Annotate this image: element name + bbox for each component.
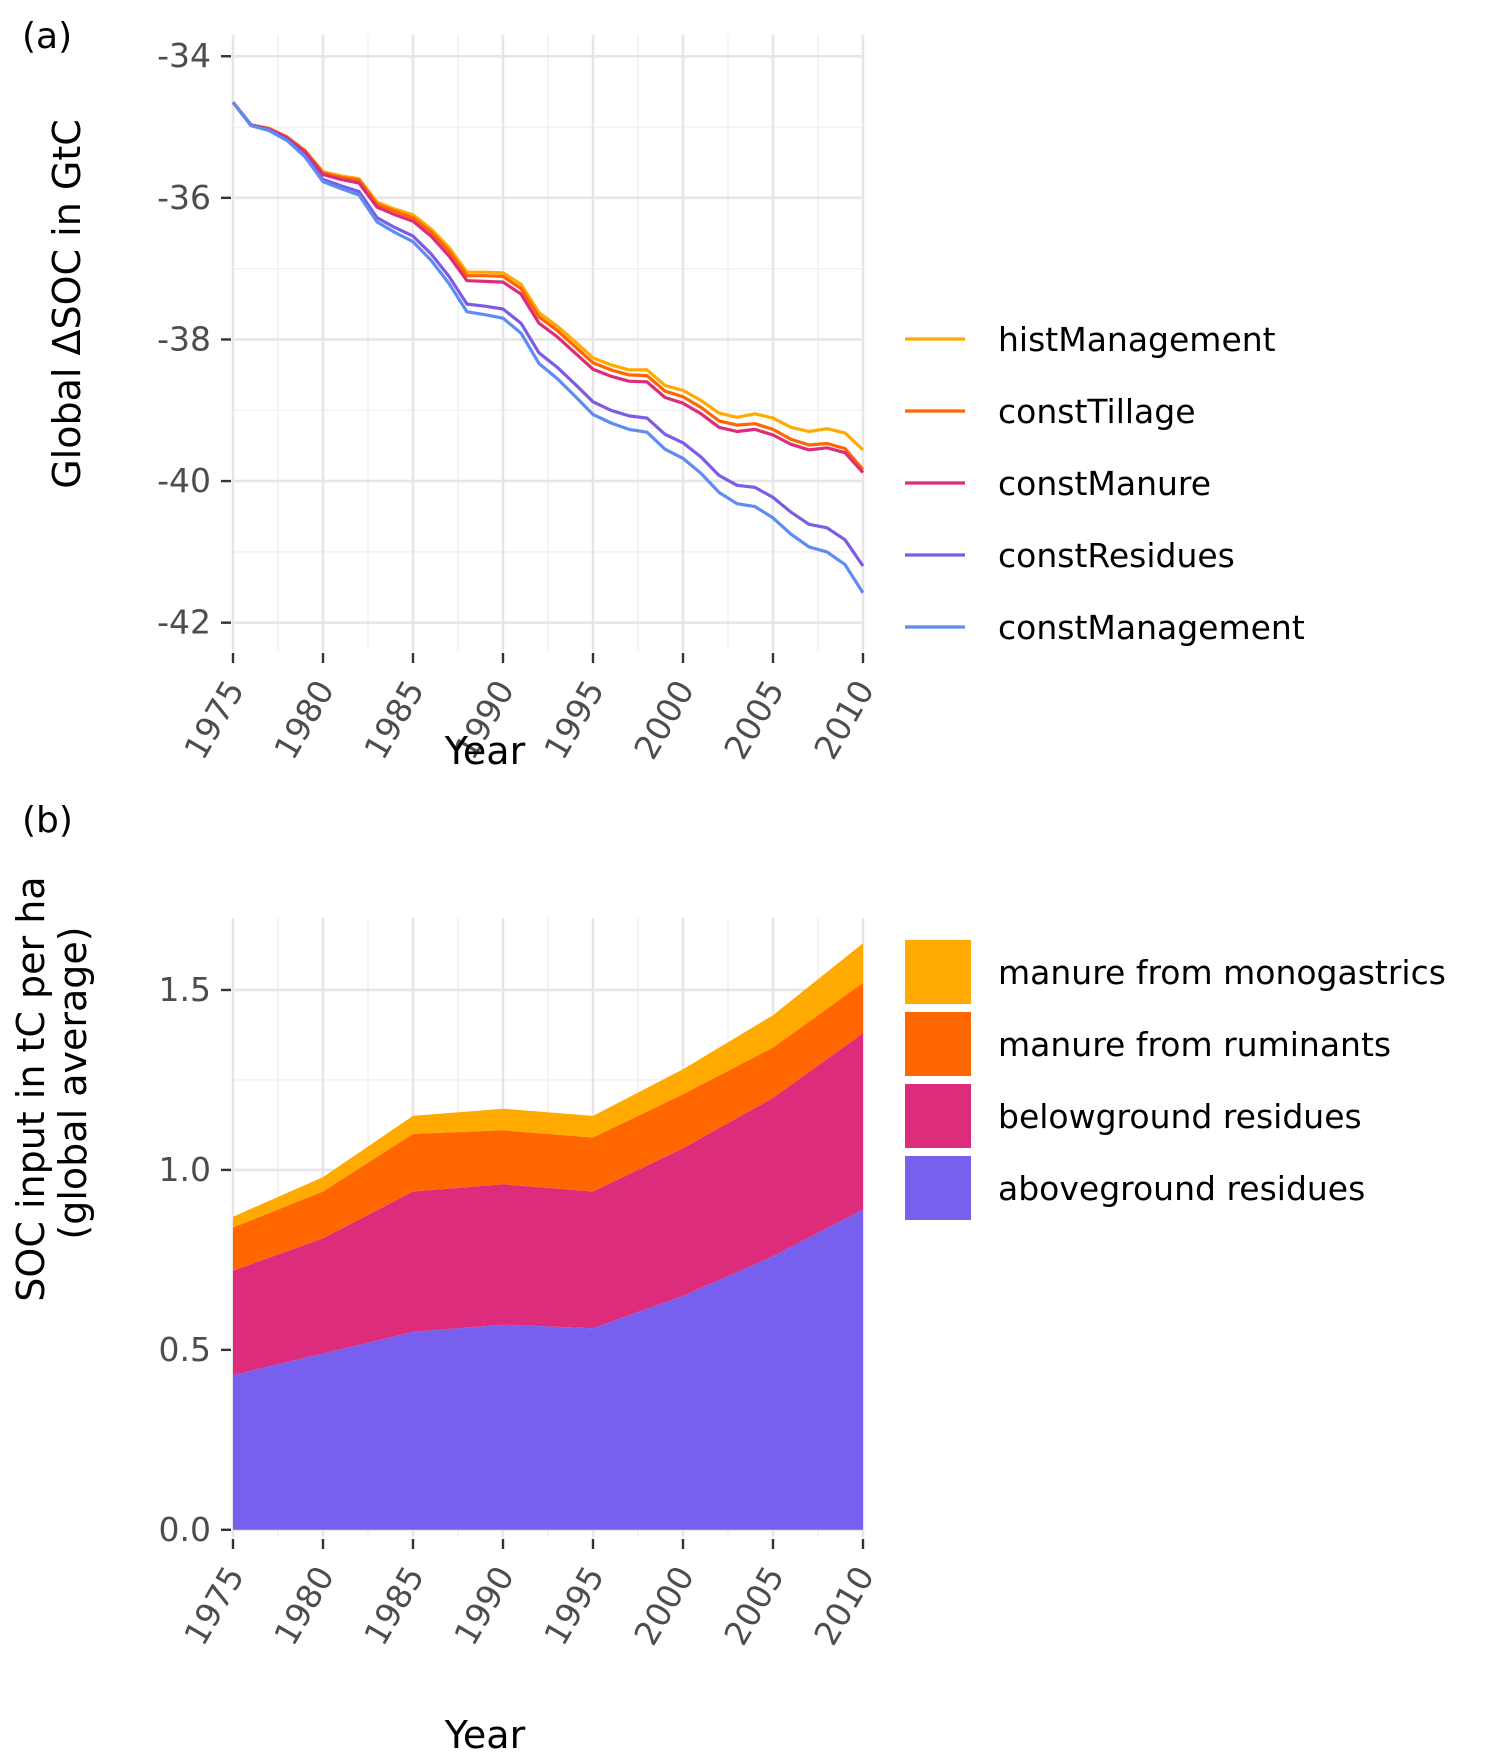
legend-label-constresidues: constResidues xyxy=(998,536,1235,575)
legend-label-aboveground-residues: aboveground residues xyxy=(998,1169,1365,1208)
panel-b-y-axis-title-line-2: (global average) xyxy=(51,926,95,1239)
legend-label-manure-from-monogastrics: manure from monogastrics xyxy=(998,953,1446,992)
b-x-tick-label-1975: 1975 xyxy=(176,1560,252,1652)
b-y-tick-label-1-0: 1.0 xyxy=(159,1150,211,1189)
series-area-manure-from-ruminants xyxy=(233,982,863,1271)
legend-key-manure-from-ruminants xyxy=(905,1012,971,1076)
b-x-tick-label-2000: 2000 xyxy=(626,1560,702,1652)
series-area-belowground-residues xyxy=(233,1033,863,1376)
legend-label-manure-from-ruminants: manure from ruminants xyxy=(998,1025,1391,1064)
a-x-tick-label-2005: 2005 xyxy=(716,674,792,766)
a-x-tick-label-1975: 1975 xyxy=(176,674,252,766)
panel-a-series xyxy=(231,101,865,594)
a-x-tick-label-1995: 1995 xyxy=(536,674,612,766)
b-x-tick-label-1980: 1980 xyxy=(266,1560,342,1652)
panel-b-y-axis-title: SOC input in tC per ha (global average) xyxy=(9,864,95,1301)
legend-label-constmanure: constManure xyxy=(998,464,1211,503)
panel-b-legend: manure from monogastrics manure from rumi… xyxy=(905,940,1446,1220)
panel-b-x-axis-title: Year xyxy=(444,1713,526,1757)
panel-a-x-axis-title: Year xyxy=(444,729,526,773)
b-x-tick-label-1985: 1985 xyxy=(356,1560,432,1652)
legend-key-aboveground-residues xyxy=(905,1156,971,1220)
b-x-tick-label-2005: 2005 xyxy=(716,1560,792,1652)
b-y-tick-label-0-5: 0.5 xyxy=(159,1330,211,1369)
b-x-tick-label-1990: 1990 xyxy=(446,1560,522,1652)
series-line-constmanure xyxy=(231,101,865,474)
a-y-tick-label-38: -38 xyxy=(157,319,211,358)
series-line-constresidues xyxy=(231,101,865,567)
b-y-tick-label-0-0: 0.0 xyxy=(159,1510,211,1549)
legend-label-belowground-residues: belowground residues xyxy=(998,1097,1362,1136)
legend-key-belowground-residues xyxy=(905,1084,971,1148)
panel-a-y-axis-title: Global ΔSOC in GtC xyxy=(45,119,89,489)
legend-key-manure-from-monogastrics xyxy=(905,940,971,1004)
a-x-tick-label-1980: 1980 xyxy=(266,674,342,766)
a-x-tick-label-2010: 2010 xyxy=(806,674,882,766)
a-y-tick-label-34: -34 xyxy=(157,36,211,75)
legend-label-constmanagement: constManagement xyxy=(998,608,1305,647)
a-y-tick-label-42: -42 xyxy=(157,603,211,642)
panel-a-label: (a) xyxy=(22,16,72,57)
a-x-tick-label-2000: 2000 xyxy=(626,674,702,766)
panel-a-gridlines xyxy=(231,35,865,651)
b-x-tick-label-1995: 1995 xyxy=(536,1560,612,1652)
legend-label-consttillage: constTillage xyxy=(998,392,1196,431)
panel-b-series xyxy=(233,943,863,1530)
panel-b-label: (b) xyxy=(22,800,73,841)
a-y-tick-label-36: -36 xyxy=(157,178,211,217)
series-area-aboveground-residues xyxy=(233,1209,863,1530)
b-y-tick-label-1-5: 1.5 xyxy=(159,970,211,1009)
series-line-constmanagement xyxy=(231,101,865,594)
panel-b-soc-input: (b) 0.0 0.5 1.0 1.5 1975 1980 1985 1990 1995 2000… xyxy=(9,800,1446,1757)
a-x-tick-label-1985: 1985 xyxy=(356,674,432,766)
legend-label-histmanagement: histManagement xyxy=(998,320,1276,359)
a-y-tick-label-40: -40 xyxy=(157,461,211,500)
series-line-consttillage xyxy=(231,101,865,471)
b-x-tick-label-2010: 2010 xyxy=(806,1560,882,1652)
panel-b-y-axis-title-line-1: SOC input in tC per ha xyxy=(9,876,53,1301)
panel-a-legend: histManagement constTillage constManure con… xyxy=(905,320,1305,647)
series-area-manure-from-monogastrics xyxy=(233,943,863,1228)
